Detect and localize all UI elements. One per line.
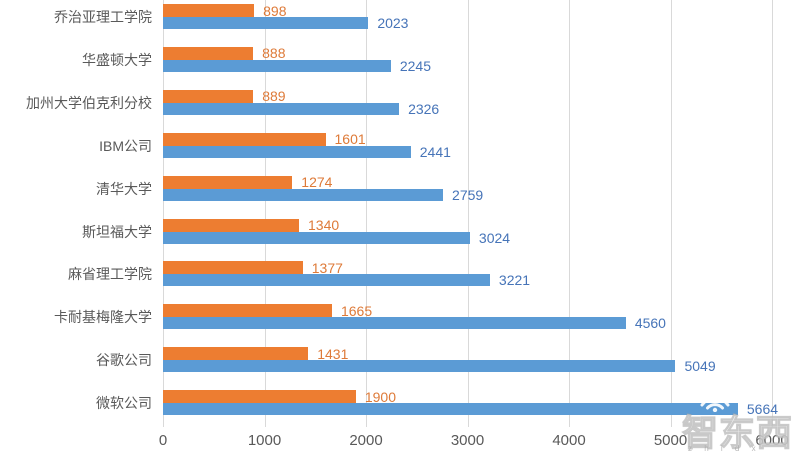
orange-series-bar bbox=[163, 390, 356, 404]
blue-series-bar bbox=[163, 17, 369, 29]
watermark: 智东西 z h i d x bbox=[680, 386, 800, 461]
orange-series-bar bbox=[163, 89, 254, 103]
watermark-subtext: z h i d x bbox=[688, 444, 761, 453]
blue-series-value-label: 4560 bbox=[634, 315, 666, 332]
orange-series-bar bbox=[163, 4, 255, 17]
orange-series-value-label: 898 bbox=[263, 2, 287, 19]
x-axis-tick-label: 3000 bbox=[450, 432, 485, 449]
blue-series-value-label: 2326 bbox=[408, 100, 440, 117]
orange-series-value-label: 888 bbox=[262, 45, 286, 62]
category-label: 麻省理工学院 bbox=[68, 266, 152, 283]
blue-series-bar bbox=[163, 102, 400, 115]
blue-series-bar bbox=[163, 145, 411, 158]
gridline bbox=[366, 0, 367, 427]
category-label: IBM公司 bbox=[99, 137, 152, 154]
orange-series-value-label: 1431 bbox=[317, 345, 349, 362]
category-label: 加州大学伯克利分校 bbox=[26, 94, 152, 111]
orange-series-bar bbox=[163, 46, 254, 60]
gridline bbox=[569, 0, 570, 427]
x-axis-tick-label: 4000 bbox=[552, 432, 586, 449]
category-label: 卡耐基梅隆大学 bbox=[54, 309, 152, 326]
blue-series-bar bbox=[163, 59, 391, 72]
blue-series-value-label: 5664 bbox=[746, 401, 779, 418]
category-label: 谷歌公司 bbox=[96, 352, 152, 369]
blue-series-value-label: 5049 bbox=[684, 358, 716, 375]
gridline bbox=[772, 0, 773, 427]
orange-series-bar bbox=[163, 261, 303, 275]
blue-series-bar bbox=[163, 274, 490, 287]
blue-series-value-label: 3024 bbox=[478, 229, 511, 246]
blue-series-value-label: 2759 bbox=[452, 186, 484, 203]
blue-series-bar bbox=[163, 360, 676, 373]
blue-series-value-label: 2441 bbox=[419, 143, 451, 160]
orange-series-value-label: 1377 bbox=[311, 259, 343, 276]
gridline bbox=[670, 0, 672, 427]
orange-series-value-label: 1274 bbox=[301, 174, 333, 191]
orange-series-value-label: 1601 bbox=[334, 131, 366, 148]
blue-series-bar bbox=[163, 188, 444, 201]
blue-series-value-label: 3221 bbox=[498, 272, 531, 289]
orange-series-value-label: 1340 bbox=[308, 217, 340, 233]
orange-series-bar bbox=[163, 218, 299, 232]
orange-series-bar bbox=[163, 175, 293, 189]
orange-series-value-label: 889 bbox=[262, 88, 286, 105]
category-label: 乔治亚理工学院 bbox=[54, 9, 152, 25]
category-label: 华盛顿大学 bbox=[82, 51, 152, 68]
x-axis-tick-label: 5000 bbox=[653, 432, 688, 449]
x-axis-tick-label: 0 bbox=[158, 432, 168, 449]
blue-series-value-label: 2245 bbox=[399, 57, 432, 74]
gridline bbox=[467, 0, 469, 427]
x-axis-tick-label: 6000 bbox=[755, 432, 789, 449]
category-label: 斯坦福大学 bbox=[82, 223, 152, 240]
orange-series-bar bbox=[163, 132, 326, 146]
orange-series-value-label: 1900 bbox=[364, 388, 396, 405]
x-axis-tick-label: 2000 bbox=[349, 432, 383, 449]
category-label: 微软公司 bbox=[96, 395, 152, 412]
blue-series-bar bbox=[163, 403, 738, 416]
blue-series-bar bbox=[163, 231, 470, 244]
blue-series-value-label: 2023 bbox=[377, 15, 409, 31]
category-label: 清华大学 bbox=[96, 180, 152, 197]
blue-series-bar bbox=[163, 317, 626, 330]
x-axis-tick-label: 1000 bbox=[247, 432, 282, 449]
gridline bbox=[264, 0, 266, 427]
orange-series-bar bbox=[163, 304, 332, 318]
orange-series-bar bbox=[163, 347, 309, 361]
orange-series-value-label: 1665 bbox=[340, 302, 373, 319]
gridline bbox=[163, 0, 164, 427]
